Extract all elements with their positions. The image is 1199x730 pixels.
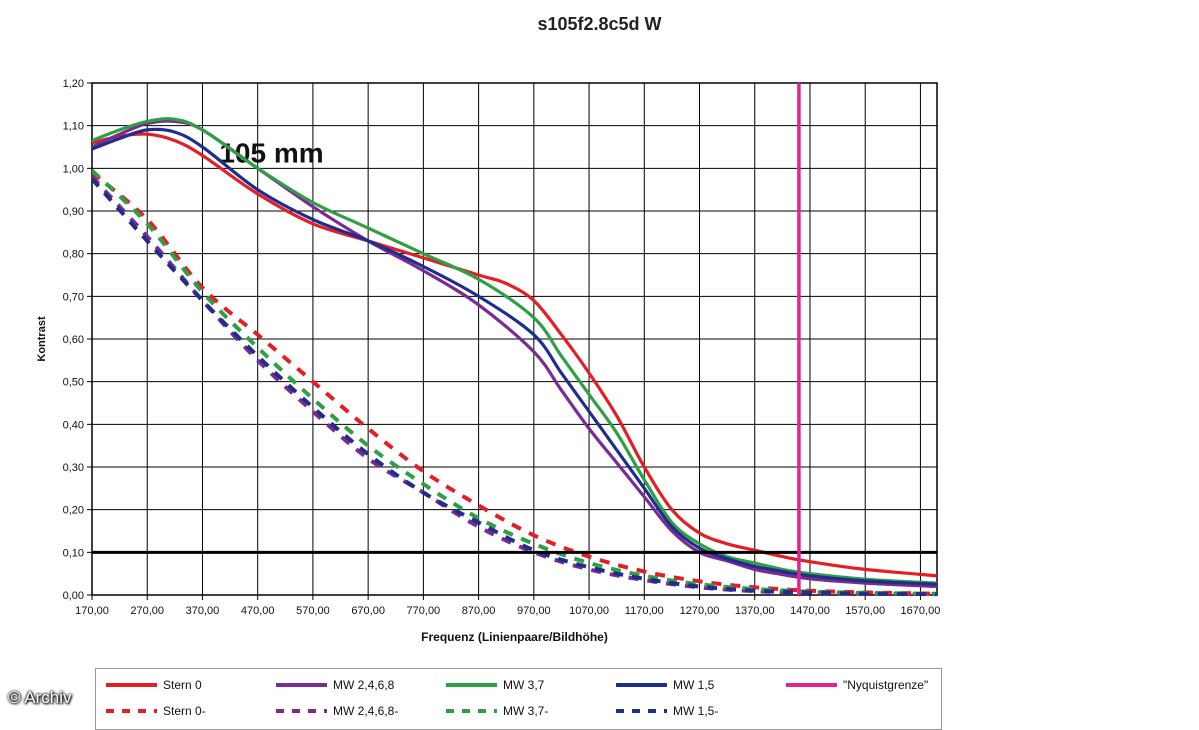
legend-swatch [786,683,837,687]
legend-item: MW 2,4,6,8- [274,701,398,721]
x-tick-label: 1270,00 [680,605,720,617]
x-tick-label: 970,00 [517,605,551,617]
watermark: © Archiv [8,688,72,707]
x-tick-label: 1670,00 [901,605,941,617]
legend-item: "Nyquistgrenze" [784,675,928,695]
legend-swatch [446,683,497,687]
legend-item: MW 2,4,6,8 [274,675,394,695]
legend-item: MW 1,5 [614,675,714,695]
y-tick-label: 0,10 [63,547,84,559]
legend-label: MW 1,5 [673,678,715,692]
legend-item: MW 1,5- [614,701,718,721]
legend-label: MW 1,5- [673,704,719,718]
x-tick-label: 1470,00 [790,605,830,617]
y-tick-label: 0,00 [63,590,84,602]
y-tick-label: 1,00 [63,163,84,175]
legend-swatch [276,683,327,687]
legend-item: MW 3,7- [444,701,548,721]
legend-swatch [106,709,157,713]
x-tick-label: 1170,00 [625,605,664,617]
legend-swatch [276,709,327,713]
series-line-mw-1-5 [92,127,937,586]
y-tick-label: 1,10 [63,121,84,133]
x-tick-label: 1570,00 [845,605,885,617]
legend-swatch [616,683,667,687]
legend-item: Stern 0 [104,675,202,695]
legend-label: MW 3,7 [503,678,545,692]
y-tick-label: 0,30 [63,462,84,474]
x-tick-label: 670,00 [351,605,385,617]
x-axis-title: Frequenz (Linienpaare/Bildhöhe) [421,630,608,644]
series-line-stern-0-dashed [92,171,937,596]
legend-swatch [446,709,497,713]
legend-swatch [106,683,157,687]
legend-item: Stern 0- [104,701,206,721]
y-tick-label: 0,90 [63,206,84,218]
y-tick-label: 0,60 [63,334,84,346]
y-tick-label: 0,40 [63,419,84,431]
y-tick-label: 0,80 [63,249,84,261]
y-axis-title: Kontrast [36,316,48,362]
y-tick-label: 0,20 [63,505,84,517]
legend-label: MW 2,4,6,8- [333,704,399,718]
x-tick-label: 870,00 [462,605,496,617]
legend-swatch [616,709,667,713]
legend-label: MW 3,7- [503,704,549,718]
legend-label: Stern 0 [163,678,202,692]
chart-legend: Stern 0 MW 2,4,6,8 MW 3,7 MW 1,5 "Nyquistgre… [95,668,942,730]
legend-label: "Nyquistgrenze" [843,678,929,692]
x-tick-label: 470,00 [241,605,275,617]
x-tick-label: 270,00 [130,605,164,617]
legend-label: Stern 0- [163,704,206,718]
legend-label: MW 2,4,6,8 [333,678,395,692]
x-tick-label: 370,00 [186,605,220,617]
chart-title: s105f2.8c5d W [537,14,662,34]
chart-plot: 0,00 0,10 0,20 0,30 0,40 0,50 0,60 0,70 0,80 0,90… [36,78,941,644]
y-tick-label: 0,50 [63,377,84,389]
x-tick-label: 570,00 [296,605,330,617]
legend-item: MW 3,7 [444,675,544,695]
x-tick-label: 1070,00 [569,605,609,617]
y-tick-label: 0,70 [63,291,84,303]
series-line-mw-3-7 [92,117,937,585]
x-tick-label: 770,00 [407,605,441,617]
series-line-mw-1-5-dashed [92,177,937,597]
y-tick-label: 1,20 [63,78,84,90]
x-tick-label: 170,00 [75,605,109,617]
x-tick-label: 1370,00 [735,605,775,617]
